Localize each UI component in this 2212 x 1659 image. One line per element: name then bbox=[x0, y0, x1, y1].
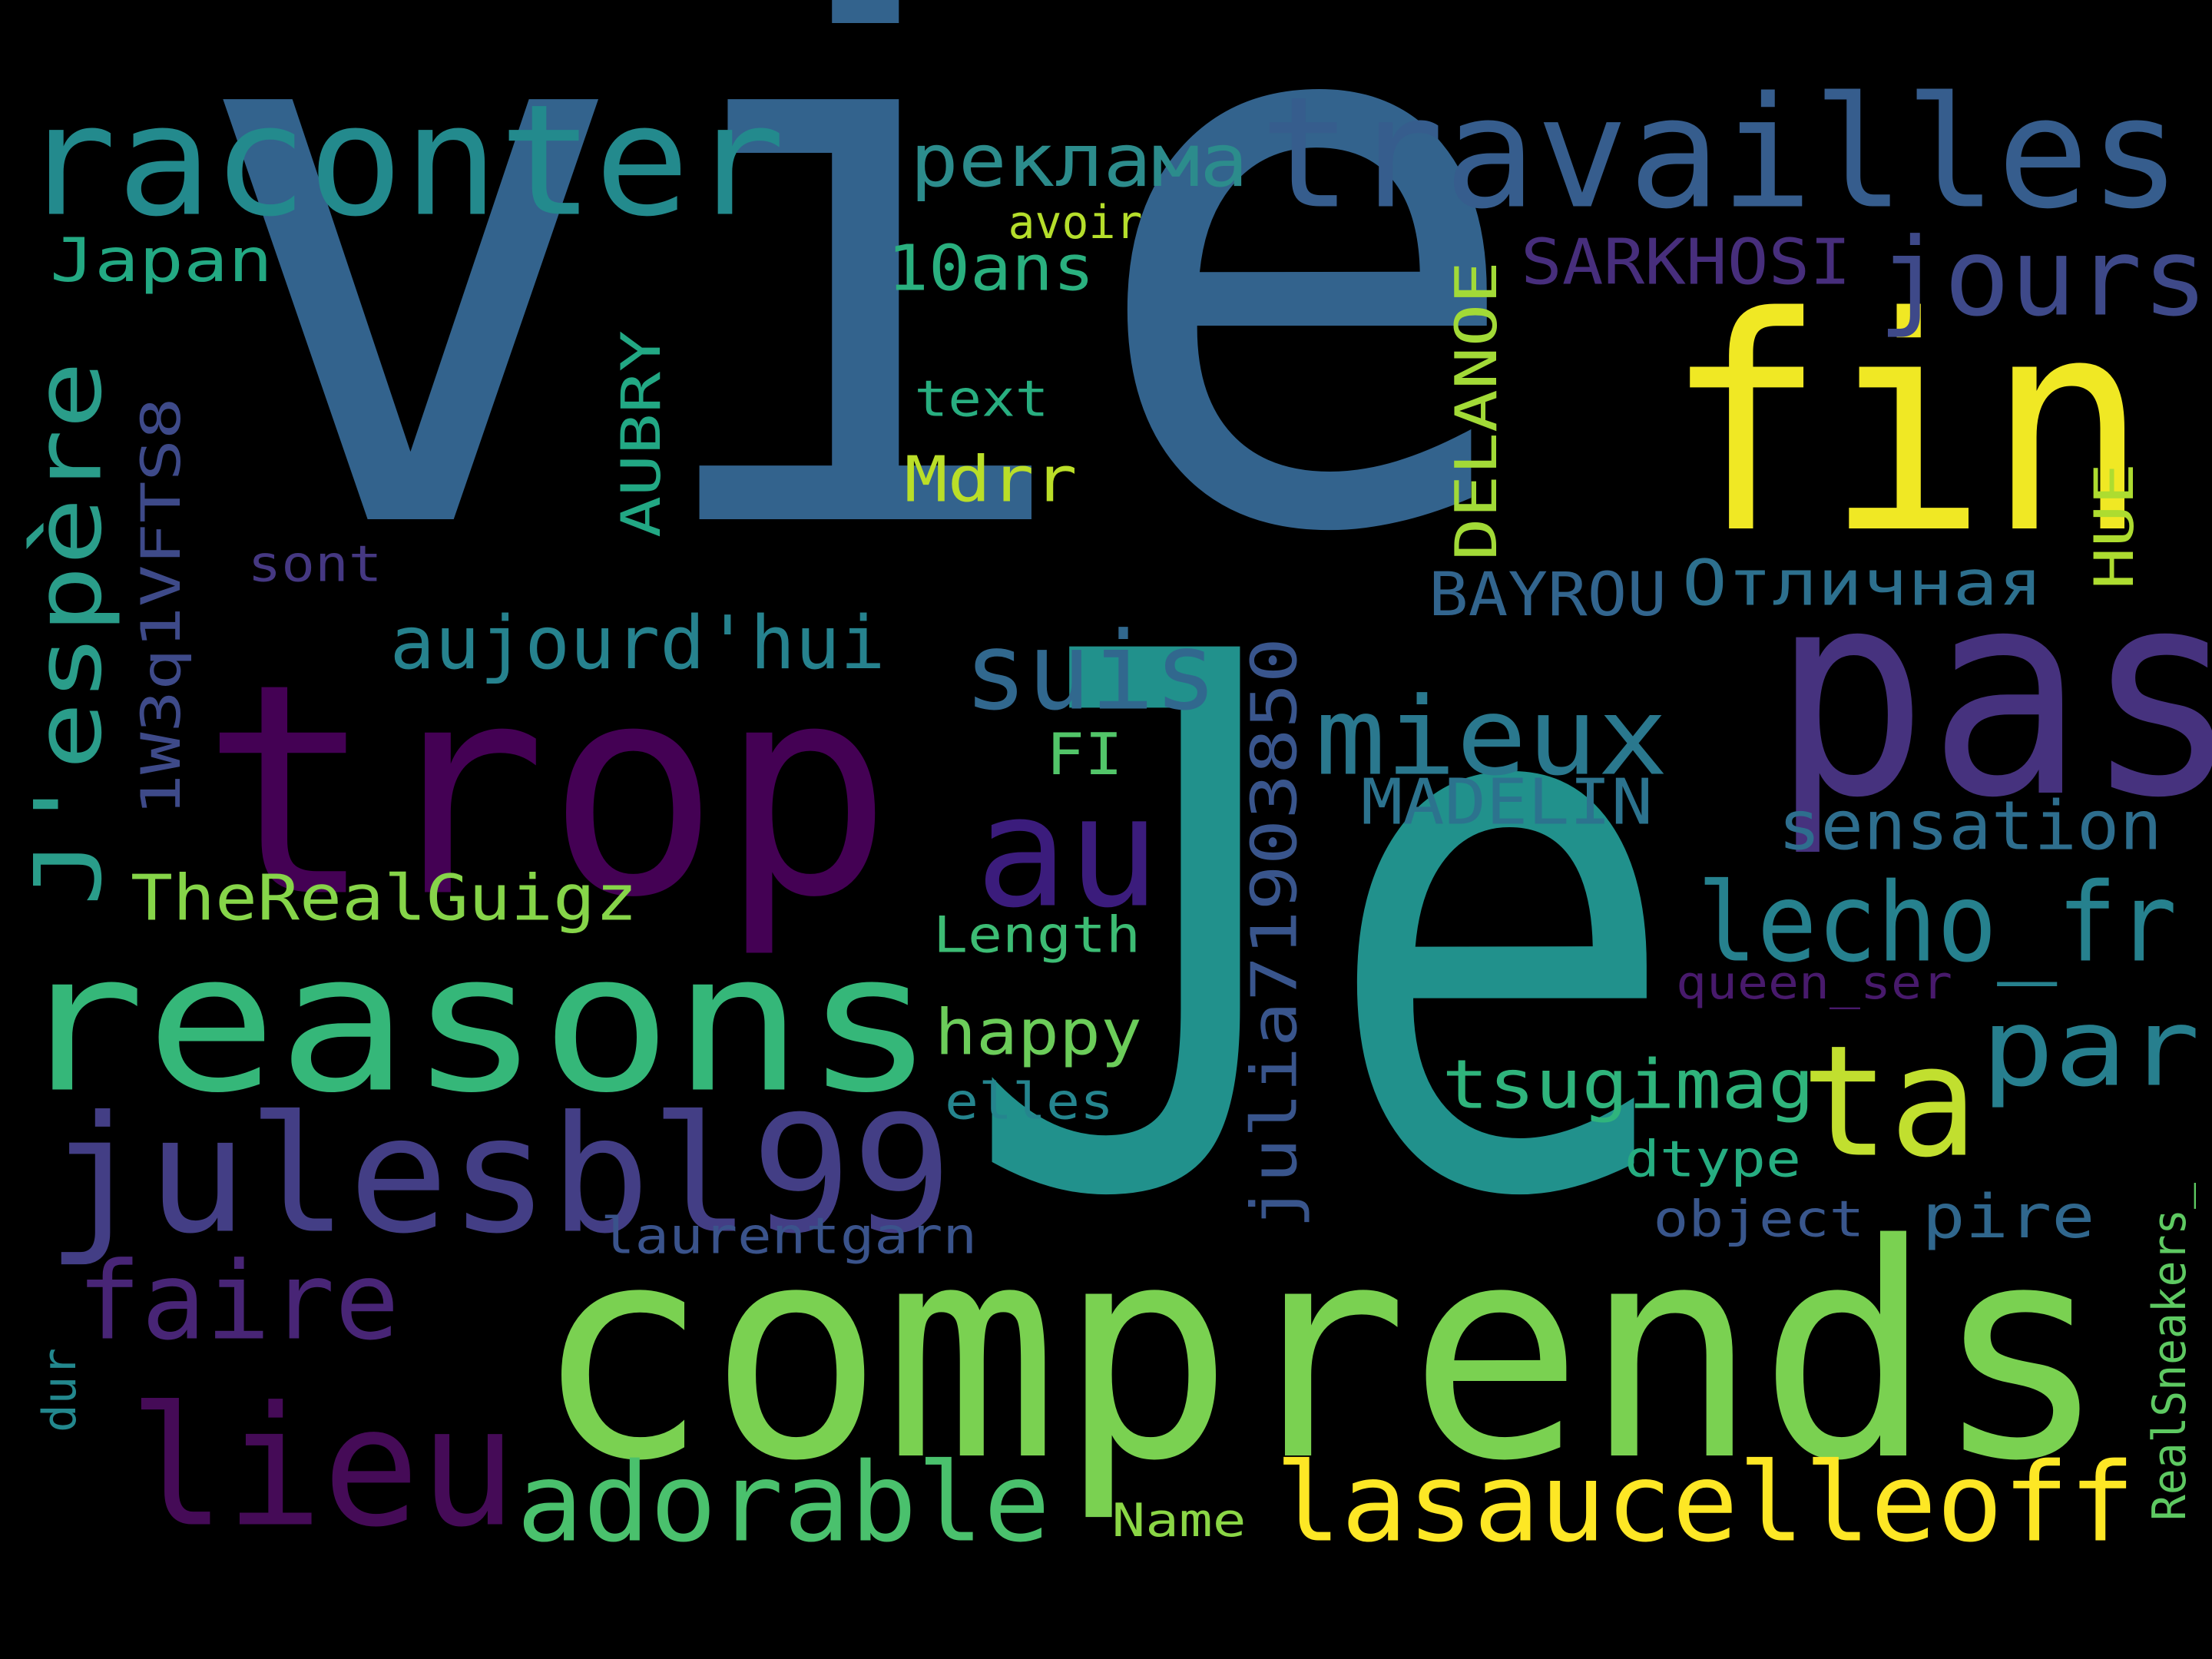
word-au: au bbox=[975, 763, 1160, 942]
word-fi: FI bbox=[1046, 720, 1123, 788]
word-10ans: 10ans bbox=[887, 233, 1094, 306]
word-happy: happy bbox=[935, 997, 1142, 1070]
word-name: Name bbox=[1112, 1494, 1247, 1548]
word-laurentgarn: laurentgarn bbox=[601, 1208, 977, 1266]
word-lasaucelleoff: lasaucelleoff bbox=[1275, 1440, 2135, 1567]
word-reklama: реклама bbox=[910, 119, 1248, 204]
word-aujourd-hui: aujourd'hui bbox=[390, 601, 886, 686]
word-reasons: reasons bbox=[14, 912, 935, 1135]
word-bayrou: BAYROU bbox=[1429, 561, 1667, 630]
word-japan: Japan bbox=[50, 227, 273, 296]
word-j-espere: J'espère bbox=[16, 361, 123, 906]
word-dtype: dtype bbox=[1624, 1131, 1801, 1189]
word-lecho-fr: lecho_fr bbox=[1697, 860, 2177, 987]
word-trop: trop bbox=[201, 621, 892, 962]
word-pire: pire bbox=[1922, 1183, 2095, 1252]
word-faire: faire bbox=[77, 1240, 399, 1365]
word-sont: sont bbox=[248, 536, 382, 594]
word-queen-ser: queen_ser bbox=[1676, 956, 1952, 1010]
word-julesbl99: julesbl99 bbox=[46, 1081, 952, 1270]
word-dur: dur bbox=[33, 1348, 87, 1432]
word-adorable: adorable bbox=[517, 1440, 1051, 1567]
word-elles: elles bbox=[945, 1074, 1114, 1131]
word-delanoe: DELANOE bbox=[1442, 261, 1510, 561]
word-aubry: AUBRY bbox=[610, 330, 673, 538]
word-otlichnaya: Отличная bbox=[1682, 548, 2043, 621]
word-avoir: avoir bbox=[1008, 196, 1143, 250]
word-object: object bbox=[1654, 1191, 1865, 1249]
word-julia71903850: julia71903850 bbox=[1239, 637, 1312, 1229]
word-vie: vie bbox=[187, 0, 1531, 700]
word-mdrr: Mdrr bbox=[905, 444, 1078, 517]
word-hue: HUE bbox=[2083, 463, 2146, 590]
word-raconter: raconter bbox=[22, 72, 786, 251]
word-suis: suis bbox=[964, 610, 1217, 735]
word-lieu: lieu bbox=[129, 1371, 517, 1564]
word-mieux: mieux bbox=[1315, 675, 1668, 800]
word-jours: jours bbox=[1878, 216, 2208, 341]
word-length: Length bbox=[933, 907, 1141, 965]
word-tsugimag: tsugimag bbox=[1442, 1045, 1815, 1124]
word-travailles: travailles bbox=[1260, 65, 2181, 243]
word-ta: ta bbox=[1801, 1013, 1978, 1192]
word-realsneakers: RealSneakers_ bbox=[2143, 1182, 2197, 1521]
word-pas: pas bbox=[1772, 530, 2212, 860]
word-1w3q1vfts8: 1W3q1VFTS8 bbox=[130, 398, 193, 816]
word-par: par bbox=[1982, 986, 2200, 1111]
word-sarkhosi: SARKHOSI bbox=[1521, 227, 1851, 300]
word-je: Je bbox=[960, 501, 1682, 1359]
word-fin: fin bbox=[1664, 254, 2148, 598]
word-therealguigz: TheRealGuigz bbox=[131, 863, 637, 935]
word-madelin: MADELIN bbox=[1361, 767, 1653, 839]
word-sensation: sensation bbox=[1778, 786, 2162, 866]
word-comprends: comprends bbox=[534, 1181, 2108, 1525]
word-text: text bbox=[915, 371, 1049, 429]
